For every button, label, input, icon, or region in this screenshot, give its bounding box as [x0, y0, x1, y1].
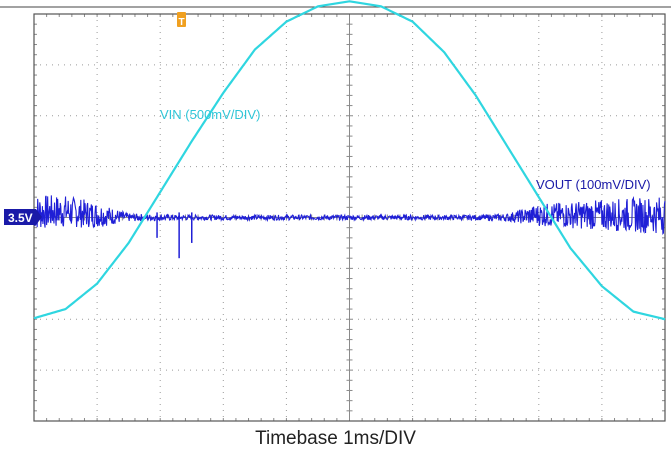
ground-marker-label: 3.5V — [8, 211, 33, 225]
traces — [33, 0, 666, 321]
timebase-label: Timebase 1ms/DIV — [255, 428, 416, 449]
vout-trace — [33, 195, 666, 236]
vin-series-label: VIN (500mV/DIV) — [160, 107, 260, 122]
vin-trace — [33, 0, 666, 321]
trigger-marker: T — [177, 12, 186, 28]
trigger-marker-label: T — [179, 17, 185, 28]
ground-marker: 3.5V — [4, 209, 42, 225]
vout-series-label: VOUT (100mV/DIV) — [536, 177, 651, 192]
